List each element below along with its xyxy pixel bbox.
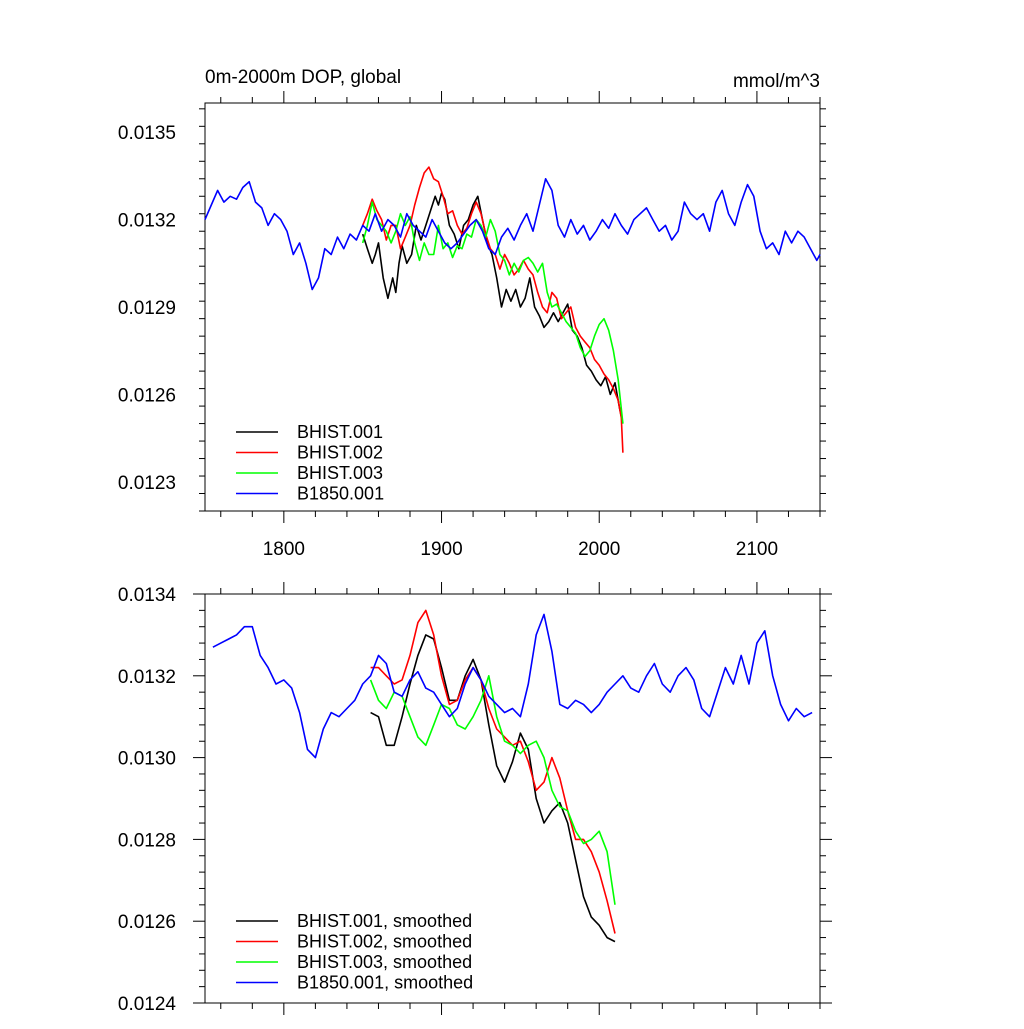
panel1-units: mmol/m^3 <box>733 71 820 92</box>
panel1-xtick-label: 1900 <box>420 539 462 560</box>
panel1-xtick-label: 2100 <box>736 539 778 560</box>
panel1-ytick-label: 0.0132 <box>118 211 176 232</box>
panel1-ytick-label: 0.0129 <box>118 298 176 319</box>
panel1-ytick-label: 0.0135 <box>118 123 176 144</box>
panel2-legend-label: BHIST.002, smoothed <box>297 932 472 952</box>
panel1-ytick-label: 0.0123 <box>118 473 176 494</box>
panel1-ytick-label: 0.0126 <box>118 385 176 406</box>
panel2-legend-label: BHIST.003, smoothed <box>297 952 472 972</box>
panel2-series-1 <box>370 609 616 934</box>
panel1-xtick-label: 2000 <box>578 539 620 560</box>
panel1-title: 0m-2000m DOP, global <box>205 67 401 88</box>
panel2-ytick-label: 0.0124 <box>118 994 177 1015</box>
panel1-xtick-label: 1800 <box>263 539 305 560</box>
panel1-legend-label: B1850.001 <box>297 484 384 504</box>
panel2-ytick-label: 0.0128 <box>118 830 176 851</box>
panel1-legend-label: BHIST.003 <box>297 463 383 483</box>
panel2-legend-label: B1850.001, smoothed <box>297 973 473 993</box>
panel2-series-0 <box>370 634 616 943</box>
panel1-series-1 <box>361 166 624 453</box>
panel2-legend-label: BHIST.001, smoothed <box>297 911 472 931</box>
panel1-legend-label: BHIST.002 <box>297 443 383 463</box>
panel1-frame <box>204 102 821 512</box>
panel1-legend-label: BHIST.001 <box>297 422 383 442</box>
panel1-series-3 <box>204 178 821 291</box>
panel2-ytick-label: 0.0132 <box>118 667 176 688</box>
panel2-series-3 <box>212 613 813 759</box>
panel2-series-2 <box>369 675 616 905</box>
panel2-ytick-label: 0.0126 <box>118 912 176 933</box>
panel2-frame <box>204 593 821 1004</box>
panel2-ytick-label: 0.0134 <box>118 585 177 606</box>
panel2-ytick-label: 0.0130 <box>118 749 176 770</box>
panel1-series-2 <box>361 201 624 424</box>
